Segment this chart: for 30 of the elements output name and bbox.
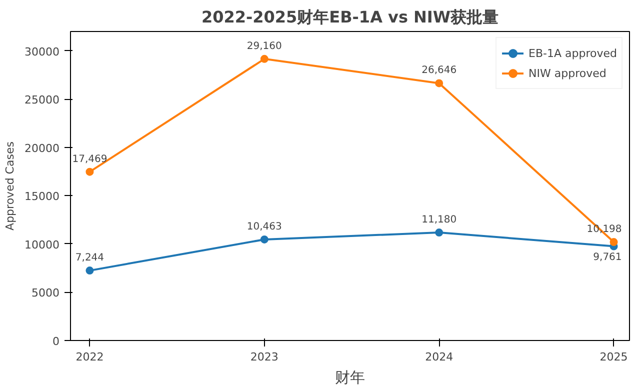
x-tick-label: 2024	[425, 350, 454, 364]
x-axis-title: 财年	[335, 368, 365, 386]
data-label: 26,646	[422, 65, 457, 76]
point	[260, 54, 268, 63]
data-label: 7,244	[75, 252, 104, 264]
y-axis-title: Approved Cases	[4, 141, 17, 230]
y-tick-label: 5000	[32, 286, 60, 300]
point	[435, 228, 444, 237]
x-tick-label: 2022	[76, 350, 104, 364]
point	[435, 79, 444, 88]
data-label: 29,160	[246, 40, 282, 52]
y-tick-label: 10000	[24, 238, 60, 252]
y-tick-label: 0	[52, 335, 60, 348]
data-label: 9,761	[593, 252, 622, 264]
y-tick-label: 30000	[24, 45, 60, 58]
x-tick-label: 2025	[600, 350, 628, 364]
data-label: 11,180	[422, 214, 457, 226]
x-tick-label: 2023	[250, 350, 278, 364]
legend-label: NIW approved	[528, 66, 606, 80]
point	[86, 266, 94, 275]
y-tick-label: 25000	[24, 94, 60, 107]
y-tick-label: 20000	[24, 142, 60, 155]
point	[610, 238, 618, 246]
y-tick-label: 15000	[24, 190, 60, 204]
legend-label: EB-1A approved	[528, 46, 617, 60]
chart-title: 2022-2025财年EB-1A vs NIW获批量	[201, 8, 499, 26]
data-label: 17,469	[72, 154, 108, 165]
point	[86, 168, 94, 176]
data-label: 10,463	[246, 221, 282, 232]
point	[260, 235, 268, 244]
